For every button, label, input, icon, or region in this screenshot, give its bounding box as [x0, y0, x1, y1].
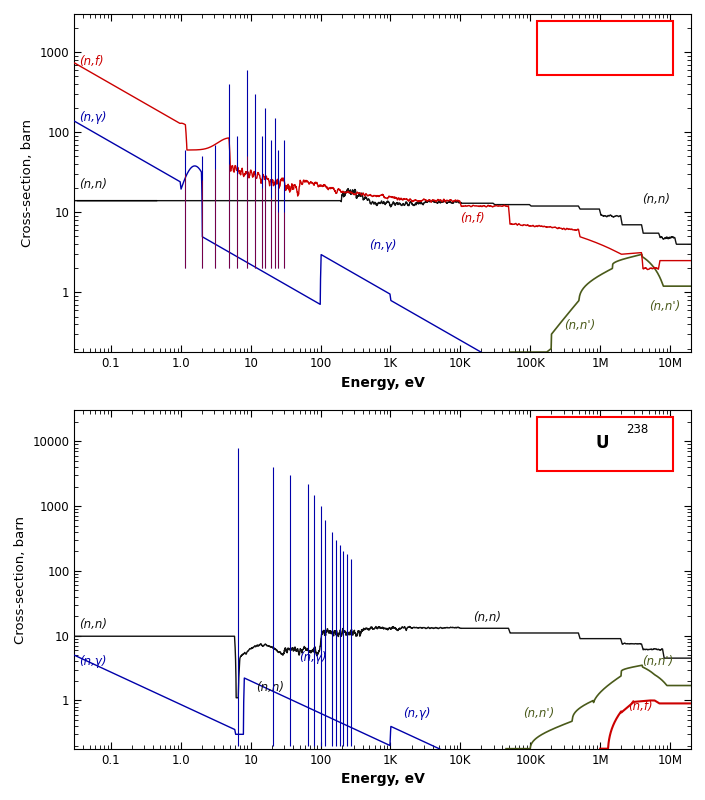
Text: (n,γ): (n,γ) [403, 707, 430, 720]
Text: (n,n): (n,n) [642, 194, 670, 206]
Text: U: U [596, 37, 609, 55]
Text: (n,n'): (n,n') [642, 655, 673, 668]
Text: (n,n'): (n,n') [649, 300, 680, 314]
Text: (n,n): (n,n) [256, 681, 284, 694]
Y-axis label: Cross-section, barn: Cross-section, barn [21, 119, 35, 247]
Text: (n,n'): (n,n') [524, 707, 555, 720]
Text: (n,n): (n,n) [79, 618, 107, 631]
Text: U: U [596, 434, 609, 451]
Y-axis label: Cross-section, barn: Cross-section, barn [14, 515, 27, 643]
Text: 235: 235 [626, 26, 649, 39]
Text: (n,n): (n,n) [472, 610, 501, 624]
Text: (n,γ): (n,γ) [369, 239, 397, 252]
FancyBboxPatch shape [537, 21, 673, 74]
Text: (n,γ): (n,γ) [79, 655, 106, 668]
FancyBboxPatch shape [537, 417, 673, 471]
Text: (n,γ): (n,γ) [300, 651, 327, 665]
Text: (n,f): (n,f) [460, 212, 485, 226]
Text: (n,γ): (n,γ) [79, 110, 106, 123]
X-axis label: Energy, eV: Energy, eV [341, 375, 424, 390]
Text: (n,f): (n,f) [79, 54, 104, 67]
Text: (n,n): (n,n) [79, 178, 107, 191]
Text: (n,n'): (n,n') [563, 319, 595, 332]
Text: (n,f): (n,f) [628, 701, 653, 714]
Text: 238: 238 [626, 422, 649, 435]
X-axis label: Energy, eV: Energy, eV [341, 772, 424, 786]
